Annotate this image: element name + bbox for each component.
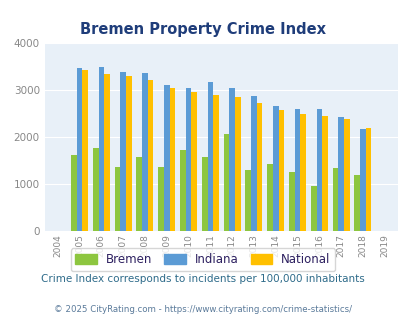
Text: Crime Index corresponds to incidents per 100,000 inhabitants: Crime Index corresponds to incidents per… [41,274,364,284]
Bar [207,82,213,231]
Bar [201,157,207,231]
Bar [98,67,104,231]
Bar [337,117,343,231]
Bar [114,167,120,231]
Bar [316,109,322,231]
Bar [223,134,229,231]
Bar [256,103,262,231]
Bar [136,157,142,231]
Bar [185,88,191,231]
Bar [120,72,126,231]
Bar [164,85,169,231]
Bar [158,167,164,231]
Bar [180,150,185,231]
Bar [332,168,337,231]
Bar [77,68,82,231]
Bar [294,109,300,231]
Bar [266,164,272,231]
Bar [300,114,305,231]
Bar [147,80,153,231]
Bar [229,88,234,231]
Bar [354,175,359,231]
Bar [251,96,256,231]
Bar [126,76,131,231]
Bar [213,95,218,231]
Bar [71,155,77,231]
Text: © 2025 CityRating.com - https://www.cityrating.com/crime-statistics/: © 2025 CityRating.com - https://www.city… [54,305,351,314]
Bar [359,129,365,231]
Legend: Bremen, Indiana, National: Bremen, Indiana, National [70,248,335,271]
Bar [234,96,240,231]
Text: Bremen Property Crime Index: Bremen Property Crime Index [80,22,325,37]
Bar [278,110,284,231]
Bar [245,170,251,231]
Bar [272,106,278,231]
Bar [191,92,196,231]
Bar [322,116,327,231]
Bar [169,88,175,231]
Bar [310,186,316,231]
Bar [104,74,110,231]
Bar [142,73,147,231]
Bar [365,128,371,231]
Bar [82,70,88,231]
Bar [343,119,349,231]
Bar [93,148,98,231]
Bar [288,172,294,231]
